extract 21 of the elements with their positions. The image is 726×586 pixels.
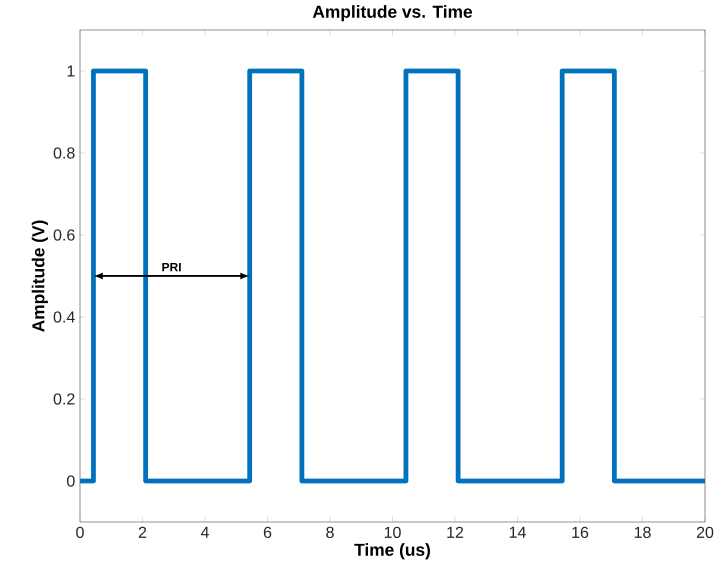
- y-axis-title: Amplitude (V): [32, 220, 48, 332]
- y-tick-label: 0.8: [54, 147, 75, 159]
- x-tick-label: 0: [76, 526, 84, 538]
- y-tick-label: 0.6: [54, 229, 75, 241]
- y-tick-label: 0.2: [54, 393, 74, 405]
- chart-title: Amplitude vs. Time: [312, 5, 472, 22]
- y-tick-label: 0.4: [54, 311, 75, 323]
- x-tick-label: 8: [326, 526, 334, 538]
- x-tick-label: 10: [384, 526, 401, 538]
- x-tick-label: 20: [696, 526, 714, 538]
- annotation: PRI: [162, 263, 181, 272]
- x-tick-label: 12: [447, 526, 464, 538]
- x-tick-label: 18: [634, 526, 651, 538]
- x-tick-label: 6: [264, 526, 272, 538]
- x-axis-title: Time (us): [354, 543, 430, 560]
- x-tick-label: 16: [572, 526, 588, 538]
- x-tick-label: 2: [138, 526, 146, 538]
- y-tick-label: 0: [67, 475, 75, 487]
- x-tick-label: 4: [200, 526, 209, 538]
- y-tick-label: 1: [68, 66, 75, 76]
- x-tick-label: 14: [510, 526, 526, 538]
